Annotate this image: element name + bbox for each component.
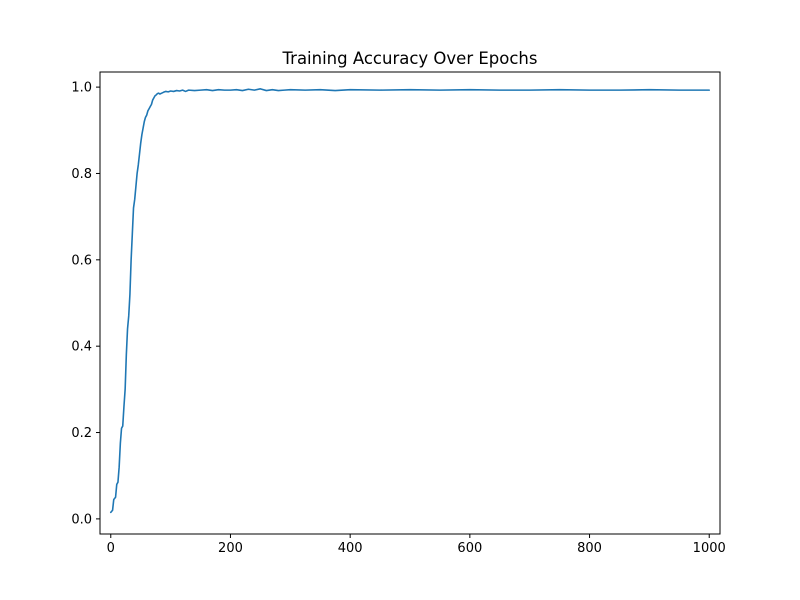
x-tick-label: 200 bbox=[218, 541, 243, 556]
y-tick-label: 0.2 bbox=[71, 426, 92, 441]
series-line-0 bbox=[109, 88, 711, 514]
y-tick-label: 1.0 bbox=[71, 81, 92, 96]
y-tick-label: 0.8 bbox=[71, 167, 92, 182]
y-tick-label: 0.0 bbox=[71, 512, 92, 527]
axes-frame bbox=[99, 71, 721, 535]
ticks-layer: 0 200 400 600 800 1000 0.0 0.2 0.4 0.6 0.8 1.0 bbox=[71, 81, 725, 556]
series-layer bbox=[109, 88, 711, 514]
x-tick-label: 800 bbox=[577, 541, 602, 556]
chart-title: Training Accuracy Over Epochs bbox=[282, 49, 538, 68]
x-tick-label: 600 bbox=[457, 541, 482, 556]
x-tick-label: 1000 bbox=[693, 541, 726, 556]
y-tick-label: 0.6 bbox=[71, 253, 92, 268]
x-tick-label: 400 bbox=[338, 541, 363, 556]
x-tick-label: 0 bbox=[107, 541, 115, 556]
y-tick-label: 0.4 bbox=[71, 340, 92, 355]
